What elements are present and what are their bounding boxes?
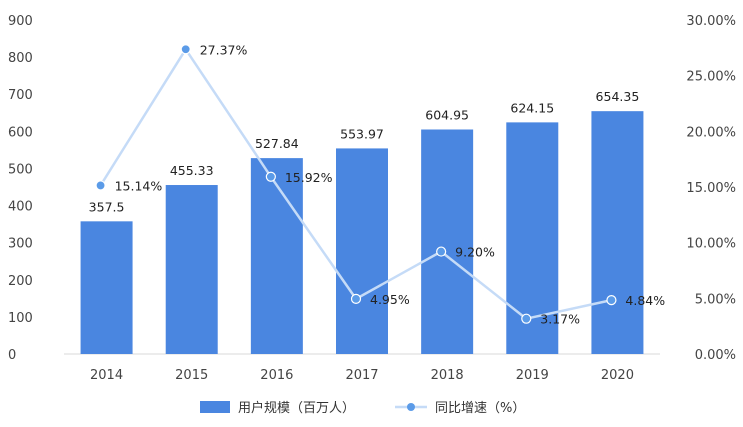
x-tick-label: 2014 <box>90 368 123 383</box>
bar-data-label: 654.35 <box>596 89 640 104</box>
growth-rate-data-label: 15.92% <box>285 170 333 185</box>
y-left-tick-label: 300 <box>8 237 33 252</box>
x-tick-label: 2017 <box>345 368 378 383</box>
bar <box>165 185 218 354</box>
growth-rate-data-label: 4.84% <box>625 293 665 308</box>
x-tick-label: 2018 <box>431 368 464 383</box>
y-right-tick-label: 10.00% <box>686 237 736 252</box>
bar-data-label: 527.84 <box>255 136 299 151</box>
y-left-tick-label: 200 <box>8 274 33 289</box>
growth-rate-point <box>521 313 532 324</box>
y-left-tick-label: 600 <box>8 125 33 140</box>
legend-label-bar: 用户规模（百万人） <box>238 400 355 416</box>
y-right-tick-label: 25.00% <box>686 70 736 85</box>
x-tick-label: 2015 <box>175 368 208 383</box>
growth-rate-data-label: 4.95% <box>370 292 410 307</box>
y-right-tick-label: 5.00% <box>695 292 736 307</box>
legend-swatch-bar <box>200 401 230 413</box>
x-tick-label: 2020 <box>601 368 634 383</box>
y-right-tick-label: 20.00% <box>686 125 736 140</box>
growth-rate-point <box>180 44 191 55</box>
y-left-tick-label: 900 <box>8 14 33 29</box>
y-left-tick-label: 0 <box>8 348 16 363</box>
x-tick-label: 2019 <box>516 368 549 383</box>
y-right-tick-label: 30.00% <box>686 14 736 29</box>
y-left-tick-label: 100 <box>8 311 33 326</box>
legend-label-line: 同比增速（%） <box>435 401 525 416</box>
growth-rate-data-label: 9.20% <box>455 245 495 260</box>
y-right-tick-label: 0.00% <box>695 348 736 363</box>
bar-data-label: 553.97 <box>340 126 384 141</box>
growth-rate-point <box>606 295 617 306</box>
y-left-tick-label: 500 <box>8 162 33 177</box>
bar <box>80 221 133 354</box>
growth-rate-point <box>436 246 447 257</box>
bar <box>421 129 474 354</box>
legend-swatch-marker <box>407 403 415 411</box>
bar-data-label: 357.5 <box>89 199 125 214</box>
bar <box>250 158 303 354</box>
growth-rate-data-label: 3.17% <box>540 312 580 327</box>
y-right-tick-label: 15.00% <box>686 181 736 196</box>
bar <box>591 111 644 354</box>
growth-rate-point <box>350 293 362 304</box>
bar <box>336 148 388 354</box>
bar-data-label: 604.95 <box>425 107 469 122</box>
bar-data-label: 455.33 <box>170 163 214 178</box>
growth-rate-data-label: 15.14% <box>115 178 163 193</box>
growth-rate-data-label: 27.37% <box>200 42 248 57</box>
y-left-tick-label: 700 <box>8 88 33 103</box>
growth-rate-point <box>265 171 276 182</box>
x-tick-label: 2016 <box>260 368 293 383</box>
y-left-tick-label: 400 <box>8 200 33 215</box>
growth-rate-point <box>95 180 106 191</box>
bar <box>506 122 559 354</box>
bar-data-label: 624.15 <box>510 100 554 115</box>
y-left-tick-label: 800 <box>8 51 33 66</box>
